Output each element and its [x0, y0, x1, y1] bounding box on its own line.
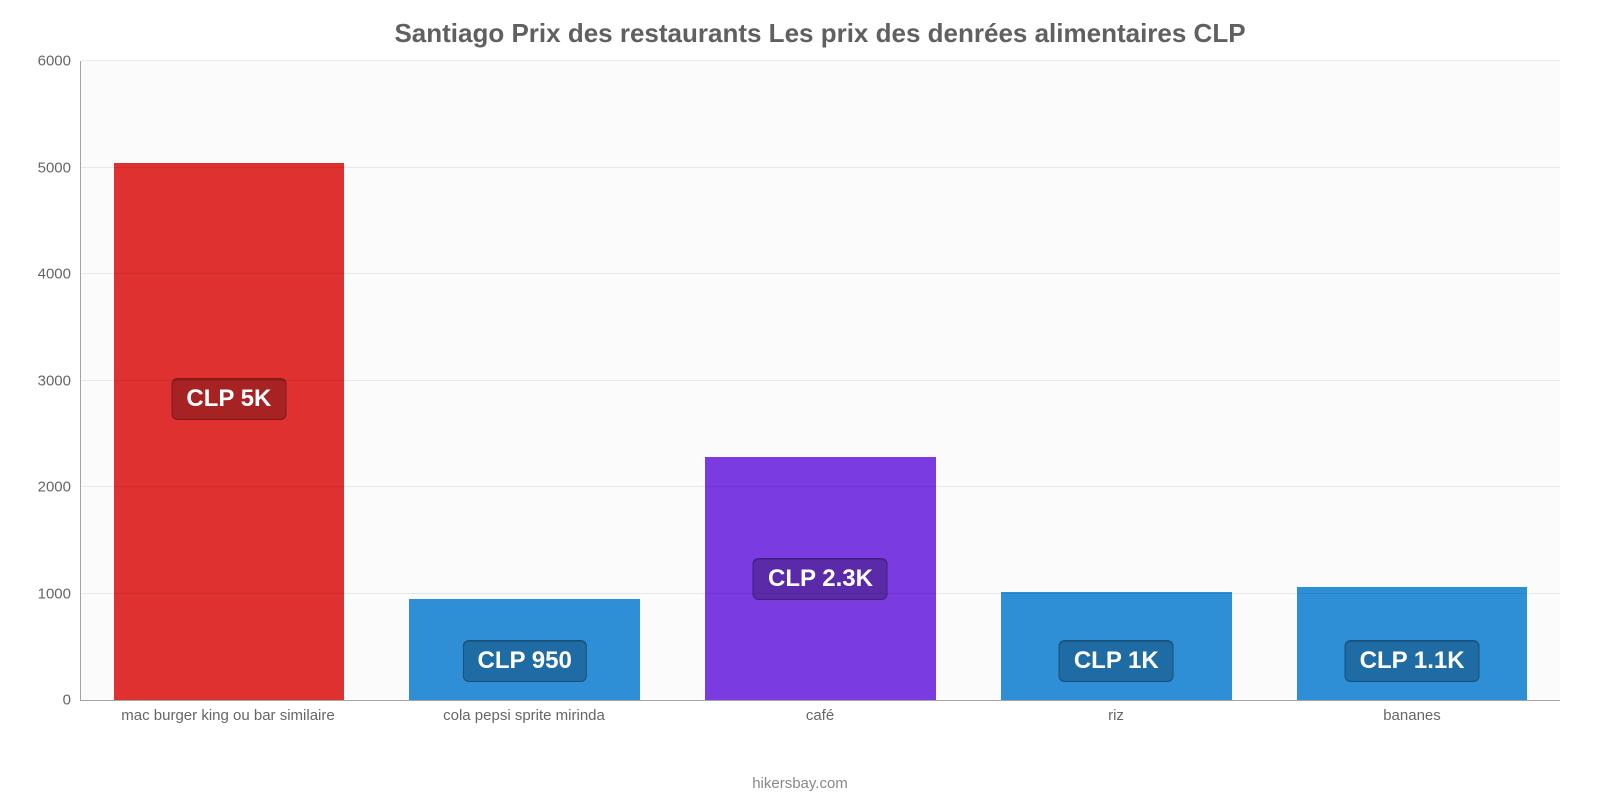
chart-credit: hikersbay.com	[0, 775, 1600, 792]
value-badge: CLP 2.3K	[753, 558, 888, 600]
bar-slot: CLP 2.3K	[673, 61, 969, 700]
plot-area: CLP 5KCLP 950CLP 2.3KCLP 1KCLP 1.1K 0100…	[80, 61, 1560, 701]
value-badge: CLP 1.1K	[1345, 640, 1480, 682]
y-tick-label: 0	[63, 692, 81, 709]
bar-slot: CLP 1K	[968, 61, 1264, 700]
y-tick-label: 5000	[38, 159, 81, 176]
bar	[114, 163, 345, 700]
bar-slot: CLP 950	[377, 61, 673, 700]
price-bar-chart: Santiago Prix des restaurants Les prix d…	[0, 0, 1600, 800]
value-badge: CLP 5K	[171, 378, 286, 420]
gridline: 6000	[81, 60, 1560, 61]
bar-slot: CLP 1.1K	[1264, 61, 1560, 700]
x-tick-label: cola pepsi sprite mirinda	[376, 701, 672, 727]
bar-slot: CLP 5K	[81, 61, 377, 700]
gridline: 2000	[81, 486, 1560, 487]
gridline: 5000	[81, 167, 1560, 168]
gridline: 1000	[81, 593, 1560, 594]
value-badge: CLP 950	[463, 640, 587, 682]
gridline: 4000	[81, 273, 1560, 274]
value-badge: CLP 1K	[1059, 640, 1174, 682]
x-tick-label: bananes	[1264, 701, 1560, 727]
x-tick-label: mac burger king ou bar similaire	[80, 701, 376, 727]
gridline: 3000	[81, 380, 1560, 381]
y-tick-label: 6000	[38, 53, 81, 70]
y-tick-label: 1000	[38, 585, 81, 602]
bars-container: CLP 5K CLP 950 CLP 2.3K CLP 1K CLP 1.1K	[81, 61, 1560, 700]
x-axis: mac burger king ou bar similairecola pep…	[80, 701, 1560, 727]
chart-title: Santiago Prix des restaurants Les prix d…	[80, 18, 1560, 49]
y-tick-label: 3000	[38, 372, 81, 389]
x-tick-label: riz	[968, 701, 1264, 727]
y-tick-label: 4000	[38, 266, 81, 283]
x-tick-label: café	[672, 701, 968, 727]
y-tick-label: 2000	[38, 479, 81, 496]
